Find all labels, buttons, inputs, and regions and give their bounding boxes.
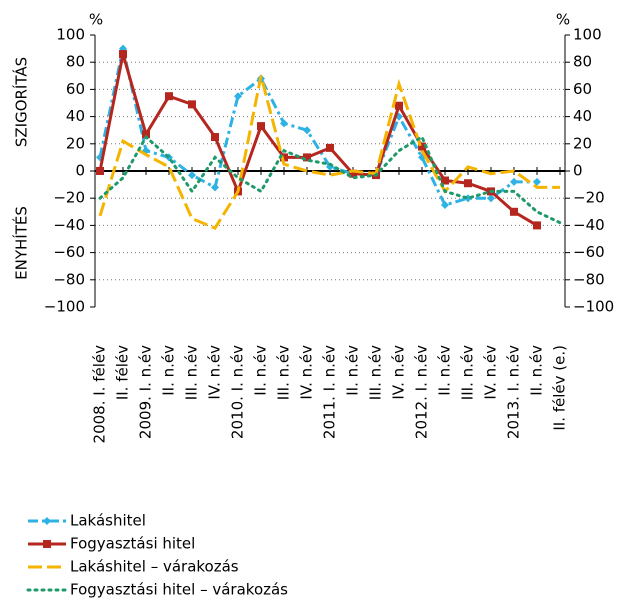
y2-tick-label: −40 [573, 216, 605, 234]
y2-tick-label: 100 [573, 26, 602, 44]
legend-label: Fogyasztási hitel [70, 535, 195, 553]
axis-label-top: SZIGORÍTÁS [12, 57, 31, 147]
marker [96, 167, 104, 175]
marker [395, 101, 403, 110]
y-tick-label: 40 [66, 107, 85, 125]
marker [441, 176, 449, 185]
marker [142, 130, 150, 139]
marker [43, 517, 51, 525]
x-tick-label: IV. n.év [206, 345, 224, 400]
marker [280, 153, 288, 162]
y-unit: % [89, 11, 103, 29]
y-tick-label: 20 [66, 134, 85, 152]
x-tick-label: 2010. I. n.év [229, 345, 247, 439]
series [98, 134, 562, 225]
marker [326, 143, 334, 152]
marker [487, 194, 495, 203]
y-tick-label: −40 [53, 216, 85, 234]
x-tick-label: IV. n.év [298, 345, 316, 400]
y-tick-label: 100 [56, 26, 85, 44]
marker [533, 221, 541, 230]
marker [234, 92, 242, 101]
y2-tick-label: 0 [573, 162, 583, 180]
x-tick-label: 2012. I. n.év [413, 345, 431, 439]
legend-label: Lakáshitel – várakozás [70, 558, 239, 576]
axis-label-bottom: ENYHÍTÉS [12, 206, 31, 280]
x-tick-label: 2009. I. n.év [137, 345, 155, 439]
y2-tick-label: −20 [573, 189, 605, 207]
marker [188, 171, 196, 180]
x-tick-label: IV. n.év [390, 345, 408, 400]
y2-tick-label: −60 [573, 243, 605, 261]
x-tick-label: 2008. I. félév [91, 345, 109, 444]
marker [188, 100, 196, 109]
marker [418, 142, 426, 151]
marker [211, 183, 219, 192]
marker [464, 179, 472, 188]
y-tick-label: 0 [75, 162, 85, 180]
x-tick-label: II. félév (e.) [551, 345, 569, 431]
marker [303, 126, 311, 135]
x-tick-label: II. n.év [344, 345, 362, 396]
x-tick-label: II. n.év [252, 345, 270, 396]
marker [510, 207, 518, 216]
marker [119, 50, 127, 59]
y-tick-label: 60 [66, 80, 85, 98]
y2-tick-label: −100 [573, 298, 614, 316]
line [98, 48, 537, 207]
legend-label: Lakáshitel [70, 512, 146, 530]
marker [280, 119, 288, 128]
x-tick-label: III. n.év [459, 345, 477, 400]
x-tick-label: II. n.év [528, 345, 546, 396]
legend-label: Fogyasztási hitel – várakozás [70, 581, 288, 599]
y2-tick-label: 20 [573, 134, 592, 152]
line [98, 134, 562, 225]
marker [533, 177, 541, 186]
x-tick-label: II. félév [114, 345, 132, 400]
marker [441, 201, 449, 209]
x-tick-label: III. n.év [275, 345, 293, 400]
x-tick-label: III. n.év [183, 345, 201, 400]
marker [43, 540, 51, 548]
x-tick-label: 2011. I. n.év [321, 345, 339, 439]
line [98, 75, 560, 230]
y2-unit: % [556, 11, 570, 29]
marker [349, 169, 357, 178]
x-tick-label: 2013. I. n.év [505, 345, 523, 439]
marker [257, 122, 265, 131]
marker [510, 177, 518, 186]
marker [211, 133, 219, 141]
series [98, 75, 560, 230]
y-tick-label: −60 [53, 243, 85, 261]
y-tick-label: −100 [44, 298, 85, 316]
y-tick-label: 80 [66, 53, 85, 71]
y-tick-label: −80 [53, 270, 85, 288]
y2-tick-label: 80 [573, 53, 592, 71]
y2-tick-label: −80 [573, 270, 605, 288]
series [96, 50, 541, 230]
y2-tick-label: 60 [573, 80, 592, 98]
marker [303, 153, 311, 162]
x-tick-label: II. n.év [160, 345, 178, 396]
y-tick-label: −20 [53, 189, 85, 207]
x-tick-label: IV. n.év [482, 345, 500, 400]
x-tick-label: III. n.év [367, 345, 385, 400]
y2-tick-label: 40 [573, 107, 592, 125]
marker [165, 92, 173, 101]
x-tick-label: II. n.év [436, 345, 454, 396]
